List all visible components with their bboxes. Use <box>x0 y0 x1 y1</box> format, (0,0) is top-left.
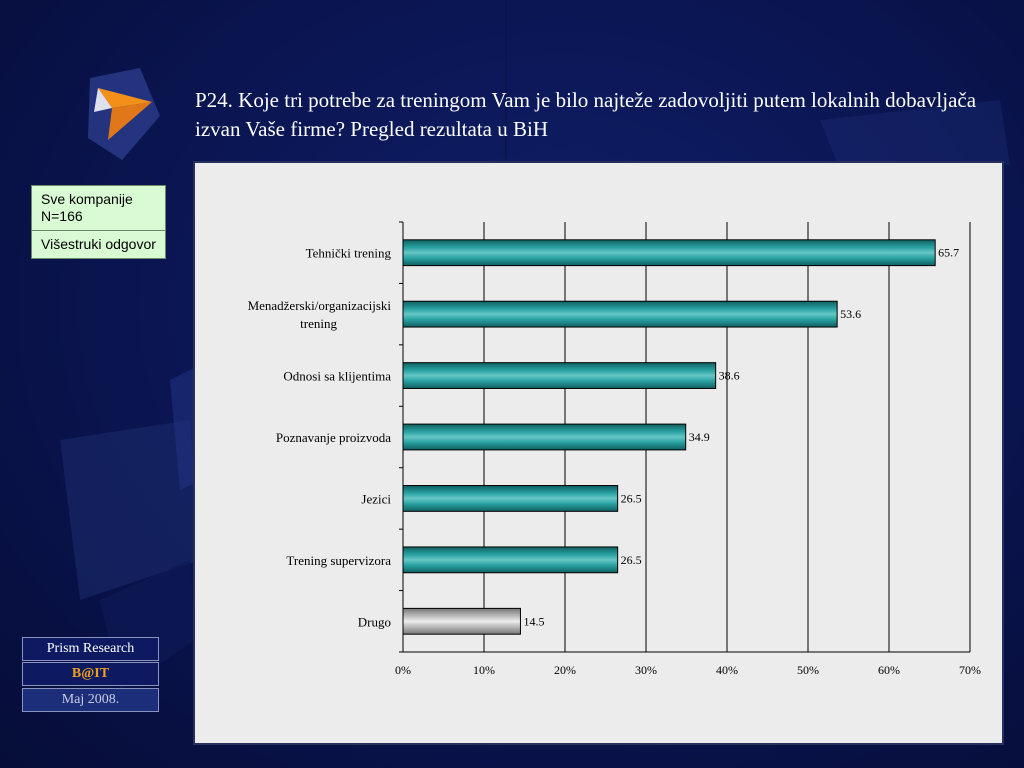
footer-date-text: Maj 2008. <box>61 692 120 707</box>
bar <box>402 300 838 328</box>
category-label: Jezici <box>361 491 391 506</box>
category-label: Drugo <box>358 614 391 629</box>
category-label: Trening supervizora <box>286 553 391 568</box>
value-label: 53.6 <box>840 307 861 321</box>
sample-info-box: Sve kompanije N=166 Višestruki odgovor <box>31 185 166 259</box>
value-label: 26.5 <box>621 491 642 505</box>
x-tick-label: 70% <box>959 663 981 677</box>
footer-program: B@IT <box>22 662 159 686</box>
footer-program-text: B@IT <box>71 666 110 681</box>
response-type-label: Višestruki odgovor <box>32 230 165 258</box>
value-label: 34.9 <box>689 430 710 444</box>
bar <box>402 485 619 512</box>
category-label: Poznavanje proizvoda <box>276 430 391 445</box>
bar-chart: 0% 10% 20% 30% 40% 50% 60% 70% 65.7 Tehnički tren… <box>248 221 981 677</box>
bar <box>402 239 936 267</box>
x-tick-label: 10% <box>473 663 495 677</box>
x-tick-label: 0% <box>395 663 411 677</box>
category-label: Odnosi sa klijentima <box>283 369 391 384</box>
category-label: Tehnički trening <box>306 246 392 261</box>
value-label: 14.5 <box>523 614 544 628</box>
value-label: 38.6 <box>719 369 740 383</box>
bar <box>402 546 619 574</box>
chart-panel: 0% 10% 20% 30% 40% 50% 60% 70% 65.7 Tehnički tren… <box>193 161 1004 745</box>
x-tick-label: 30% <box>635 663 657 677</box>
bar <box>402 362 717 389</box>
sample-size-label: Sve kompanije N=166 <box>41 191 133 224</box>
bar <box>402 423 687 451</box>
footer-company-text: Prism Research <box>46 641 135 656</box>
x-tick-label: 20% <box>554 663 576 677</box>
bar <box>402 607 521 635</box>
slide-title: P24. Koje tri potrebe za treningom Vam j… <box>195 88 977 141</box>
value-label: 26.5 <box>621 553 642 567</box>
category-label: Menadžerski/organizacijski trening <box>248 298 392 331</box>
footer-company: Prism Research <box>22 637 159 661</box>
value-label: 65.7 <box>938 246 959 260</box>
prism-logo-icon <box>88 68 160 160</box>
x-tick-label: 60% <box>878 663 900 677</box>
footer-date: Maj 2008. <box>22 688 159 712</box>
x-tick-label: 50% <box>797 663 819 677</box>
x-tick-label: 40% <box>716 663 738 677</box>
